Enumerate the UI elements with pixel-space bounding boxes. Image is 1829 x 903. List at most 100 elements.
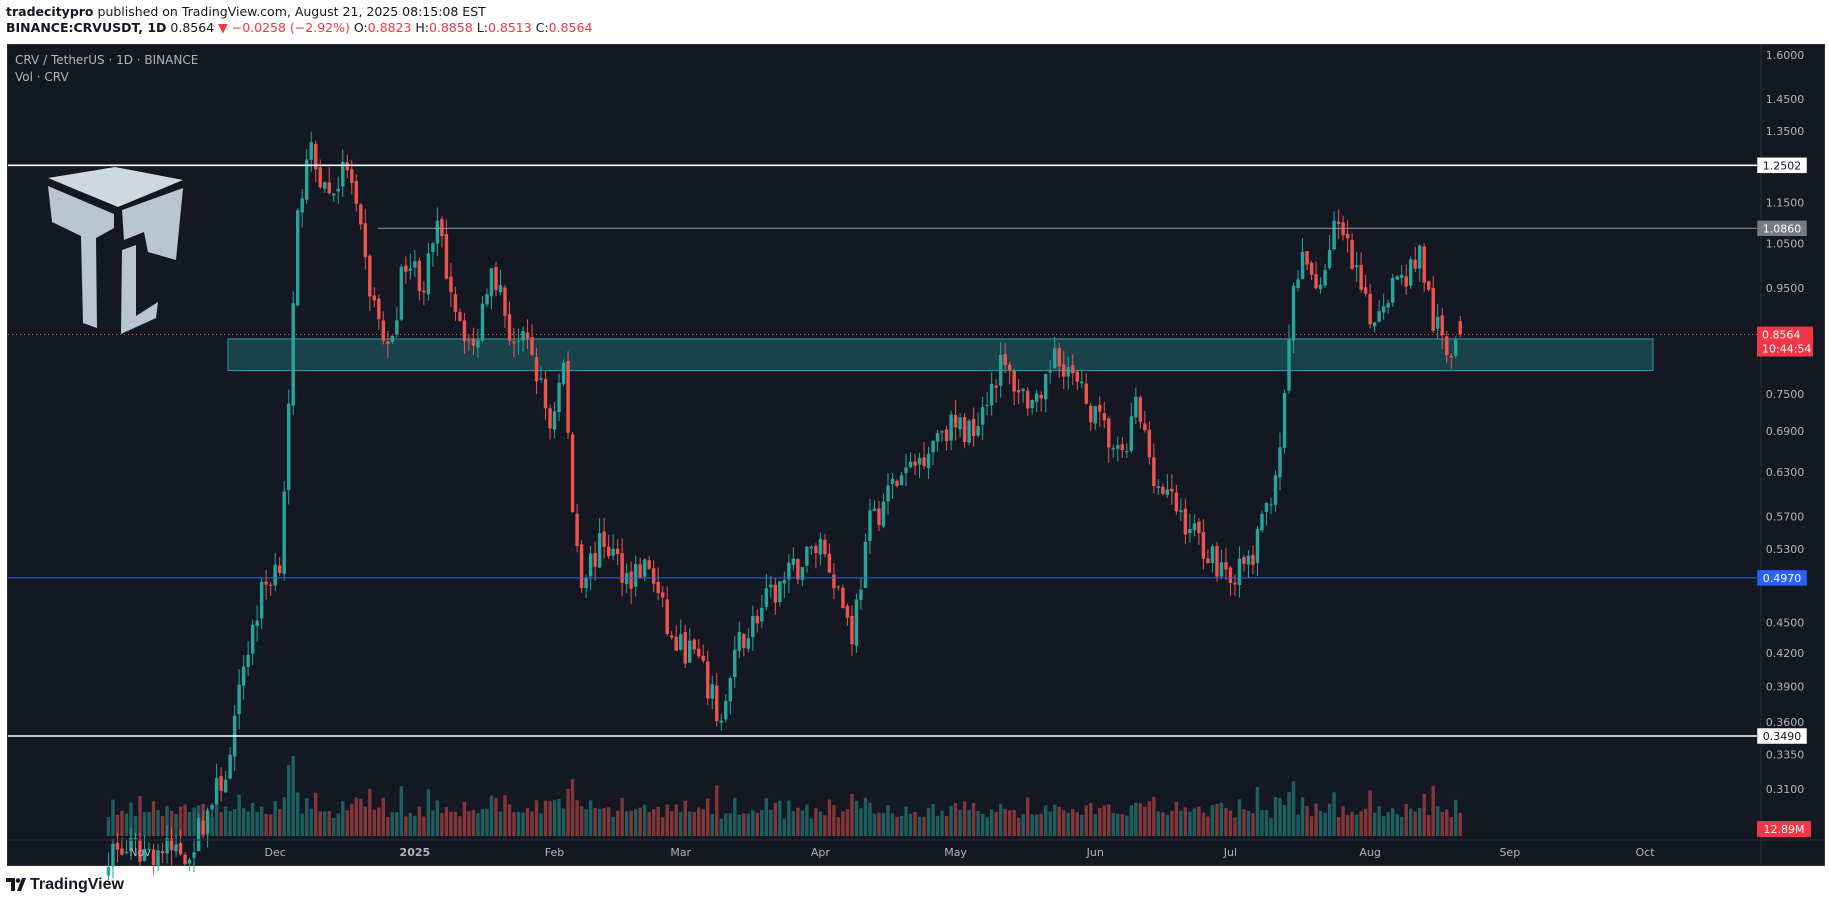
candle-body[interactable]	[895, 480, 899, 486]
candle-body[interactable]	[615, 548, 620, 555]
candle-body[interactable]	[899, 475, 904, 486]
candle-body[interactable]	[1309, 262, 1314, 275]
candle-body[interactable]	[219, 776, 223, 791]
candle-body[interactable]	[944, 429, 949, 442]
candle-body[interactable]	[156, 850, 160, 867]
candle-body[interactable]	[913, 461, 917, 466]
candle-body[interactable]	[1201, 532, 1206, 559]
candle-body[interactable]	[1404, 276, 1408, 287]
candle-body[interactable]	[111, 843, 115, 867]
candle-body[interactable]	[773, 584, 778, 603]
candle-body[interactable]	[1318, 284, 1323, 290]
candle-body[interactable]	[1278, 447, 1282, 478]
candle-body[interactable]	[805, 546, 809, 566]
candle-body[interactable]	[1228, 567, 1233, 583]
candle-body[interactable]	[1174, 492, 1179, 512]
candle-body[interactable]	[692, 639, 696, 650]
candle-body[interactable]	[593, 553, 597, 567]
candle-body[interactable]	[341, 161, 345, 187]
candle-body[interactable]	[1350, 239, 1354, 269]
candle-body[interactable]	[1368, 293, 1372, 325]
candle-body[interactable]	[1282, 392, 1287, 448]
candle-body[interactable]	[1427, 281, 1431, 290]
candle-body[interactable]	[377, 298, 381, 320]
candle-body[interactable]	[1048, 370, 1052, 373]
candle-body[interactable]	[435, 220, 440, 244]
candle-body[interactable]	[823, 539, 827, 555]
candle-body[interactable]	[751, 616, 755, 638]
candle-body[interactable]	[859, 589, 863, 600]
candle-body[interactable]	[1116, 445, 1120, 449]
candle-body[interactable]	[1386, 303, 1390, 308]
candle-body[interactable]	[1327, 249, 1332, 269]
candle-body[interactable]	[363, 223, 368, 258]
publisher-name[interactable]: tradecitypro	[6, 4, 94, 19]
candle-body[interactable]	[1210, 546, 1215, 564]
candle-body[interactable]	[669, 635, 674, 638]
candle-body[interactable]	[106, 866, 111, 876]
candle-body[interactable]	[926, 453, 931, 469]
candle-body[interactable]	[922, 457, 926, 467]
candle-body[interactable]	[169, 838, 174, 851]
candle-body[interactable]	[241, 666, 246, 686]
candle-body[interactable]	[1012, 370, 1016, 392]
candle-body[interactable]	[1246, 555, 1251, 565]
candle-body[interactable]	[1291, 285, 1296, 341]
candle-body[interactable]	[413, 261, 417, 268]
candle-body[interactable]	[940, 431, 944, 433]
candle-body[interactable]	[1206, 558, 1210, 564]
candle-body[interactable]	[850, 615, 854, 645]
candle-body[interactable]	[525, 332, 530, 339]
candle-body[interactable]	[570, 434, 575, 513]
candle-body[interactable]	[629, 571, 633, 589]
candle-body[interactable]	[458, 312, 462, 321]
candle-body[interactable]	[688, 640, 692, 663]
candle-body[interactable]	[1269, 504, 1273, 506]
candle-body[interactable]	[787, 562, 791, 580]
candle-body[interactable]	[818, 538, 823, 555]
candle-body[interactable]	[530, 337, 534, 355]
candle-body[interactable]	[1300, 252, 1305, 280]
candle-body[interactable]	[120, 848, 124, 855]
candle-body[interactable]	[1089, 405, 1093, 423]
candle-body[interactable]	[1431, 287, 1435, 331]
candle-body[interactable]	[647, 560, 651, 569]
candle-body[interactable]	[1332, 220, 1336, 250]
candle-body[interactable]	[931, 440, 935, 453]
candle-body[interactable]	[124, 851, 129, 853]
candle-body[interactable]	[1161, 486, 1165, 494]
candle-body[interactable]	[1314, 274, 1318, 289]
candle-body[interactable]	[1341, 222, 1345, 236]
candle-body[interactable]	[345, 162, 349, 171]
candle-body[interactable]	[1215, 546, 1219, 577]
candle-body[interactable]	[354, 180, 358, 204]
candle-body[interactable]	[967, 420, 971, 443]
candle-body[interactable]	[638, 564, 642, 579]
candle-body[interactable]	[336, 188, 340, 192]
candle-body[interactable]	[1219, 562, 1224, 577]
candle-body[interactable]	[602, 531, 606, 547]
candle-body[interactable]	[1449, 355, 1453, 358]
candle-body[interactable]	[782, 580, 787, 584]
candle-body[interactable]	[917, 458, 922, 465]
candle-body[interactable]	[467, 340, 471, 342]
candle-body[interactable]	[422, 290, 426, 293]
candle-body[interactable]	[1129, 416, 1134, 451]
candle-body[interactable]	[300, 198, 304, 213]
candle-body[interactable]	[989, 383, 994, 406]
candle-body[interactable]	[359, 204, 363, 225]
candle-body[interactable]	[1152, 457, 1156, 487]
candle-body[interactable]	[305, 159, 309, 200]
candle-body[interactable]	[408, 268, 413, 271]
candle-body[interactable]	[800, 567, 805, 580]
candle-body[interactable]	[444, 234, 449, 279]
candle-body[interactable]	[417, 260, 422, 292]
candle-body[interactable]	[710, 684, 714, 699]
candle-body[interactable]	[1188, 529, 1192, 534]
candle-body[interactable]	[665, 599, 669, 635]
candle-body[interactable]	[579, 544, 584, 588]
candle-body[interactable]	[868, 510, 872, 542]
candle-body[interactable]	[962, 416, 967, 442]
candle-body[interactable]	[165, 838, 169, 854]
candle-body[interactable]	[1296, 279, 1300, 288]
